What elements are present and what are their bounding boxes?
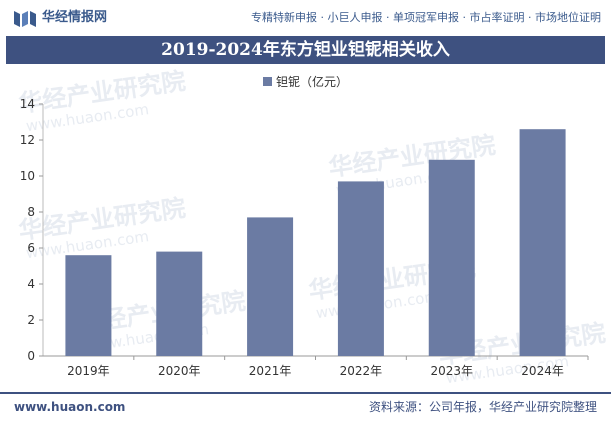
- y-tick-label: 4: [27, 277, 35, 291]
- y-tick-label: 12: [20, 133, 35, 147]
- footer-divider: [0, 392, 611, 394]
- x-tick-label: 2019年: [67, 364, 110, 378]
- bar-2020年: [156, 251, 203, 356]
- bar-chart: 华经产业研究院www.huaon.com华经产业研究院www.huaon.com…: [17, 67, 607, 387]
- services-list: 专精特新申报 · 小巨人申报 · 单项冠军申报 · 市占率证明 · 市场地位证明: [251, 11, 601, 24]
- y-tick-label: 2: [27, 313, 35, 327]
- x-tick-label: 2021年: [249, 364, 292, 378]
- logo-text: 华经情报网: [42, 10, 108, 25]
- y-tick-label: 6: [27, 241, 35, 255]
- bar-2023年: [428, 159, 475, 356]
- x-tick-label: 2023年: [430, 364, 473, 378]
- bar-group: [65, 129, 566, 356]
- top-bar: 华经情报网 专精特新申报 · 小巨人申报 · 单项冠军申报 · 市占率证明 · …: [0, 0, 611, 36]
- x-tick-label: 2024年: [521, 364, 564, 378]
- y-tick-label: 0: [27, 349, 35, 363]
- y-tick-label: 8: [27, 205, 35, 219]
- x-tick-label: 2020年: [158, 364, 201, 378]
- y-tick-label: 10: [20, 169, 35, 183]
- legend-label: 钽铌（亿元）: [276, 74, 348, 89]
- footer-website: www.huaon.com: [14, 400, 126, 414]
- y-tick-group: 0 2 4 6 8 10 12 14: [20, 97, 43, 363]
- huajing-logo-icon: [14, 11, 36, 27]
- bar-2019年: [65, 255, 112, 356]
- bar-2024年: [519, 129, 566, 356]
- legend: 钽铌（亿元）: [263, 74, 348, 89]
- bar-2022年: [337, 181, 384, 356]
- footer-source: 资料来源：公司年报，华经产业研究院整理: [368, 400, 597, 414]
- bar-2021年: [247, 217, 294, 356]
- y-tick-label: 14: [20, 97, 35, 111]
- chart-title: 2019-2024年东方钽业钽铌相关收入: [6, 36, 605, 64]
- x-tick-label: 2022年: [340, 364, 383, 378]
- x-tick-group: 2019年 2020年 2021年 2022年 2023年 2024年: [67, 356, 589, 378]
- legend-swatch: [263, 77, 272, 86]
